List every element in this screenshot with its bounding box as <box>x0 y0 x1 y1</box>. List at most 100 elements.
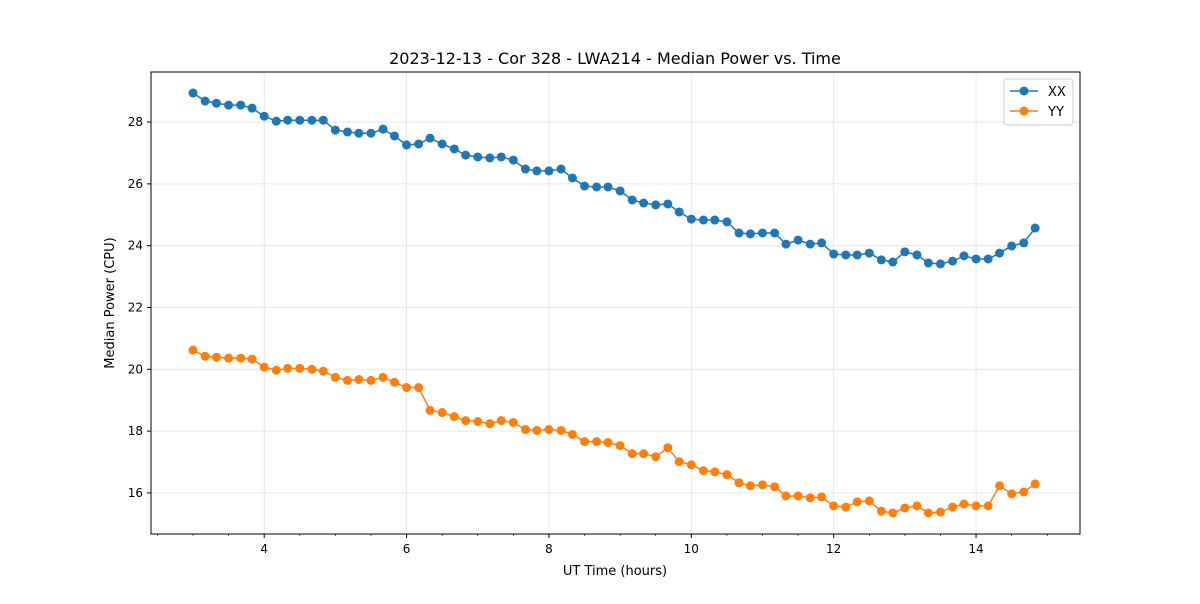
data-point <box>770 228 780 238</box>
data-point <box>544 166 554 176</box>
data-point <box>876 255 886 265</box>
data-point <box>271 116 281 126</box>
data-point <box>805 493 815 503</box>
data-point <box>888 257 898 267</box>
data-point <box>663 199 673 209</box>
data-point <box>686 460 696 470</box>
data-point <box>508 155 518 165</box>
data-point <box>473 152 483 162</box>
y-tick-label: 24 <box>128 239 143 253</box>
data-point <box>224 353 234 363</box>
data-point <box>544 425 554 435</box>
data-point <box>366 128 376 138</box>
data-point <box>639 198 649 208</box>
data-point <box>449 144 459 154</box>
legend: XX YY <box>1003 78 1074 126</box>
data-point <box>461 150 471 160</box>
data-point <box>603 182 613 192</box>
data-point <box>829 249 839 259</box>
data-point <box>295 115 305 125</box>
data-point <box>615 186 625 196</box>
data-point <box>686 214 696 224</box>
data-point <box>758 228 768 238</box>
data-point <box>532 166 542 176</box>
data-point <box>971 501 981 511</box>
x-tick-label: 8 <box>545 542 553 556</box>
data-point <box>461 416 471 426</box>
data-point <box>948 502 958 512</box>
data-point <box>829 501 839 511</box>
data-point <box>247 354 257 364</box>
data-point <box>745 481 755 491</box>
data-point <box>402 140 412 150</box>
data-point <box>1019 238 1029 248</box>
data-point <box>437 408 447 418</box>
data-point <box>817 238 827 248</box>
data-point <box>817 492 827 502</box>
data-point <box>200 351 210 361</box>
data-point <box>710 467 720 477</box>
chart-title: 2023-12-13 - Cor 328 - LWA214 - Median P… <box>389 49 841 68</box>
data-point <box>698 215 708 225</box>
data-point <box>959 251 969 261</box>
data-point <box>437 139 447 149</box>
data-point <box>567 429 577 439</box>
data-point <box>567 173 577 183</box>
data-point <box>651 452 661 462</box>
data-point <box>236 353 246 363</box>
data-point <box>1007 241 1017 251</box>
x-tick-label: 6 <box>403 542 411 556</box>
data-point <box>580 437 590 447</box>
legend-marker <box>1019 106 1029 116</box>
data-point <box>520 425 530 435</box>
data-point <box>200 96 210 106</box>
data-point <box>389 377 399 387</box>
y-tick-label: 18 <box>128 424 143 438</box>
grid <box>151 72 1080 534</box>
data-point <box>414 139 424 149</box>
data-point <box>852 497 862 507</box>
data-point <box>722 470 732 480</box>
x-axis-label: UT Time (hours) <box>563 564 667 579</box>
x-tick-label: 12 <box>826 542 841 556</box>
data-point <box>485 153 495 163</box>
y-tick-label: 20 <box>128 362 143 376</box>
data-point <box>923 258 933 268</box>
data-point <box>639 449 649 459</box>
data-point <box>923 508 933 518</box>
data-point <box>354 128 364 138</box>
data-point <box>900 503 910 513</box>
series-group <box>188 88 1040 518</box>
series-yy <box>188 345 1040 518</box>
data-point <box>295 363 305 373</box>
data-point <box>224 100 234 110</box>
data-point <box>1030 223 1040 233</box>
data-point <box>864 496 874 506</box>
series-line-yy <box>192 349 1036 514</box>
data-point <box>734 228 744 238</box>
data-point <box>1030 479 1040 489</box>
plot-frame <box>150 71 1081 535</box>
data-point <box>485 419 495 429</box>
data-point <box>378 124 388 134</box>
data-point <box>342 375 352 385</box>
data-point <box>389 131 399 141</box>
data-point <box>508 417 518 427</box>
data-point <box>674 457 684 467</box>
data-point <box>307 364 317 374</box>
data-point <box>425 405 435 415</box>
data-point <box>236 100 246 110</box>
y-tick-label: 22 <box>128 300 143 314</box>
data-point <box>722 217 732 227</box>
legend-label: XX <box>1048 85 1066 100</box>
data-point <box>948 256 958 266</box>
data-point <box>449 412 459 422</box>
data-point <box>758 480 768 490</box>
data-point <box>532 425 542 435</box>
data-point <box>663 443 673 453</box>
data-point <box>318 115 328 125</box>
data-point <box>402 383 412 393</box>
data-point <box>935 259 945 269</box>
data-point <box>556 425 566 435</box>
